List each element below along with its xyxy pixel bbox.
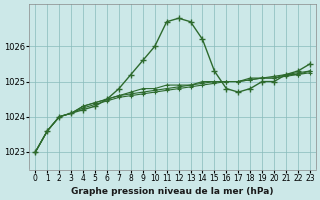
X-axis label: Graphe pression niveau de la mer (hPa): Graphe pression niveau de la mer (hPa) — [71, 187, 274, 196]
